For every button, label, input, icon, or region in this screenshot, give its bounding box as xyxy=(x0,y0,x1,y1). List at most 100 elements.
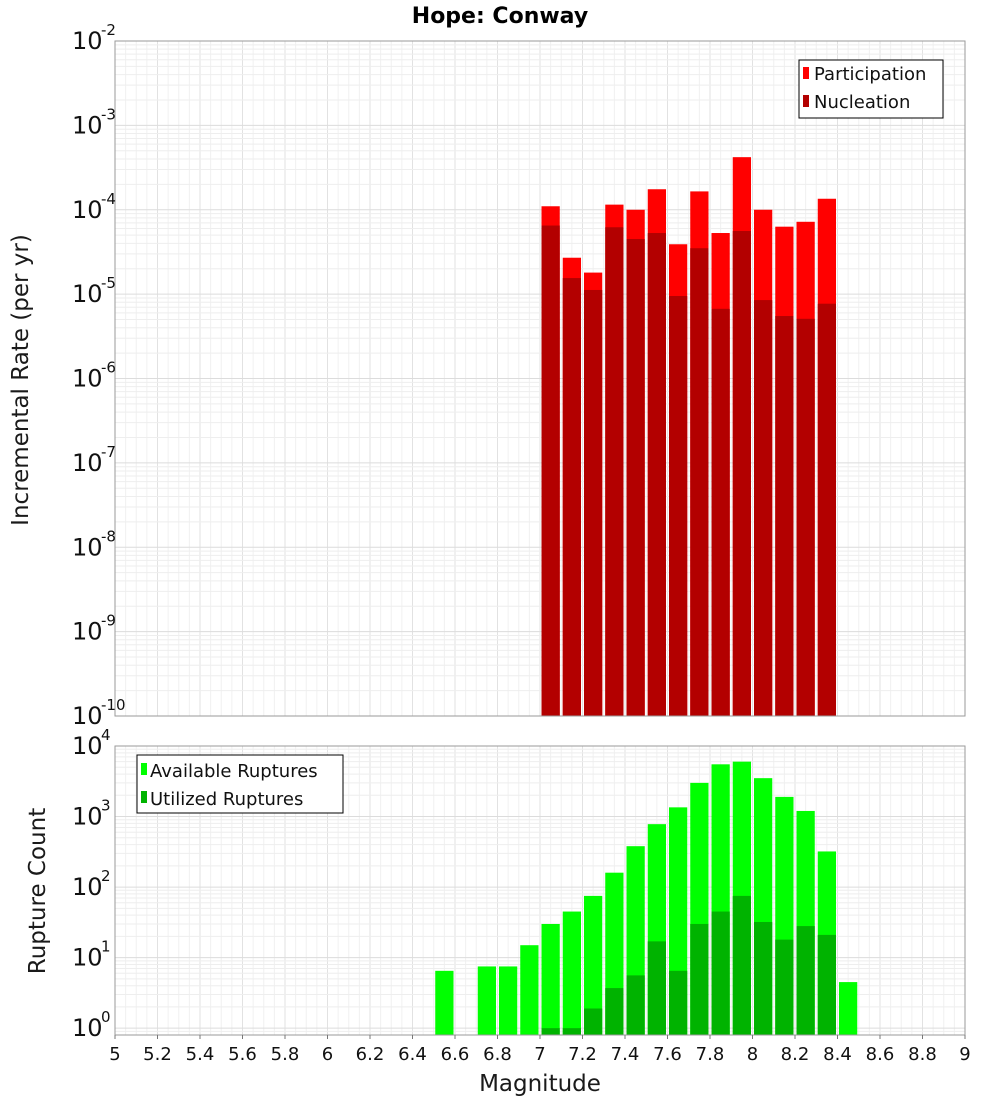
y-tick-base: 10 xyxy=(72,873,103,901)
y-tick-base: 10 xyxy=(72,803,103,831)
bar-nucleation xyxy=(541,225,560,716)
bar-available-ruptures xyxy=(499,966,518,1035)
bar-nucleation xyxy=(732,230,751,716)
bar-available-ruptures xyxy=(584,895,603,1035)
bar-utilized-ruptures xyxy=(754,921,773,1035)
y-tick-base: 10 xyxy=(72,533,103,561)
bar-utilized-ruptures xyxy=(690,923,709,1035)
x-tick-label: 8.8 xyxy=(908,1044,937,1065)
x-axis-label: Magnitude xyxy=(479,1071,601,1097)
y-tick-label: 10-7 xyxy=(72,443,116,477)
y-tick-exponent: 0 xyxy=(101,1008,111,1026)
bar-nucleation xyxy=(711,308,730,716)
bar-utilized-ruptures xyxy=(669,970,688,1035)
chart-title: Hope: Conway xyxy=(412,4,588,29)
x-tick-label: 8.4 xyxy=(823,1044,852,1065)
bar-available-ruptures xyxy=(839,982,858,1035)
bar-utilized-ruptures xyxy=(732,895,751,1035)
bar-available-ruptures xyxy=(541,923,560,1035)
top-legend-box xyxy=(798,59,944,119)
bar-nucleation xyxy=(605,227,624,716)
bar-nucleation xyxy=(690,248,709,717)
bar-available-ruptures xyxy=(435,970,454,1035)
y-tick-label: 10-5 xyxy=(72,274,116,308)
x-tick-label: 5.8 xyxy=(271,1044,300,1065)
bar-nucleation xyxy=(754,300,773,716)
y-tick-label: 10-3 xyxy=(72,105,116,139)
y-tick-base: 10 xyxy=(72,702,103,730)
bar-utilized-ruptures xyxy=(605,988,624,1035)
y-tick-base: 10 xyxy=(72,449,103,477)
y-tick-label: 10-10 xyxy=(72,696,126,730)
y-tick-base: 10 xyxy=(72,27,103,55)
x-tick-label: 5.6 xyxy=(228,1044,257,1065)
y-tick-exponent: -9 xyxy=(101,612,116,630)
legend-swatch-nucleation xyxy=(803,95,809,107)
bar-utilized-ruptures xyxy=(775,939,794,1035)
x-tick-label: 5 xyxy=(109,1044,120,1065)
bar-available-ruptures xyxy=(562,911,581,1035)
bottom-legend-box xyxy=(136,754,344,814)
y-tick-label: 104 xyxy=(72,726,111,760)
bar-utilized-ruptures xyxy=(541,1028,560,1035)
y-tick-base: 10 xyxy=(72,365,103,393)
y-tick-label: 101 xyxy=(72,938,111,972)
x-tick-label: 5.4 xyxy=(186,1044,215,1065)
bottom-legend: Available Ruptures Utilized Ruptures xyxy=(136,754,344,814)
bar-utilized-ruptures xyxy=(626,975,645,1035)
x-tick-label: 9 xyxy=(959,1044,970,1065)
y-tick-label: 10-2 xyxy=(72,21,116,55)
legend-label-participation: Participation xyxy=(814,64,926,85)
legend-label-nucleation: Nucleation xyxy=(814,92,910,113)
x-tick-label: 6.4 xyxy=(398,1044,427,1065)
bar-nucleation xyxy=(647,233,666,716)
bottom-y-axis-label: Rupture Count xyxy=(25,808,51,974)
bar-available-ruptures xyxy=(520,945,539,1035)
y-tick-base: 10 xyxy=(72,196,103,224)
y-tick-exponent: -5 xyxy=(101,274,116,292)
legend-label-utilized: Utilized Ruptures xyxy=(150,789,303,810)
x-tick-label: 8.6 xyxy=(866,1044,895,1065)
x-tick-label: 7.4 xyxy=(611,1044,640,1065)
y-tick-exponent: -3 xyxy=(101,105,116,123)
y-tick-label: 102 xyxy=(72,867,111,901)
x-tick-label: 6.2 xyxy=(356,1044,385,1065)
y-tick-base: 10 xyxy=(72,732,103,760)
bar-nucleation xyxy=(669,296,688,716)
bar-nucleation xyxy=(562,278,581,716)
bar-utilized-ruptures xyxy=(796,926,815,1035)
y-tick-exponent: 3 xyxy=(101,797,111,815)
y-tick-label: 10-9 xyxy=(72,612,116,646)
x-tick-label: 8 xyxy=(747,1044,758,1065)
bar-utilized-ruptures xyxy=(711,911,730,1035)
bar-nucleation xyxy=(584,289,603,716)
bottom-x-ticks: 5 5.2 5.4 5.6 5.8 6 6.2 6.4 6.6 6.8 7 7.2 7.4 7.6 7.8 8… xyxy=(109,1035,971,1065)
y-tick-exponent: 4 xyxy=(101,726,111,744)
y-tick-exponent: -2 xyxy=(101,21,116,39)
y-tick-base: 10 xyxy=(72,944,103,972)
bar-available-ruptures xyxy=(477,966,496,1035)
bar-nucleation xyxy=(796,318,815,716)
x-tick-label: 7.2 xyxy=(568,1044,597,1065)
y-tick-exponent: -10 xyxy=(101,696,126,714)
y-tick-exponent: 2 xyxy=(101,867,111,885)
top-legend: Participation Nucleation xyxy=(798,59,944,119)
top-grid xyxy=(114,40,966,717)
x-tick-label: 5.2 xyxy=(143,1044,172,1065)
y-tick-base: 10 xyxy=(72,280,103,308)
bar-nucleation xyxy=(626,239,645,716)
legend-swatch-participation xyxy=(803,67,809,79)
x-tick-label: 6.8 xyxy=(483,1044,512,1065)
y-tick-exponent: -6 xyxy=(101,359,116,377)
y-tick-base: 10 xyxy=(72,618,103,646)
bar-utilized-ruptures xyxy=(562,1028,581,1035)
bottom-bars xyxy=(435,761,858,1035)
top-y-axis-label: Incremental Rate (per yr) xyxy=(8,234,34,526)
y-tick-exponent: -7 xyxy=(101,443,116,461)
y-tick-label: 10-6 xyxy=(72,359,116,393)
y-tick-exponent: 1 xyxy=(101,938,111,956)
x-tick-label: 7.8 xyxy=(696,1044,725,1065)
